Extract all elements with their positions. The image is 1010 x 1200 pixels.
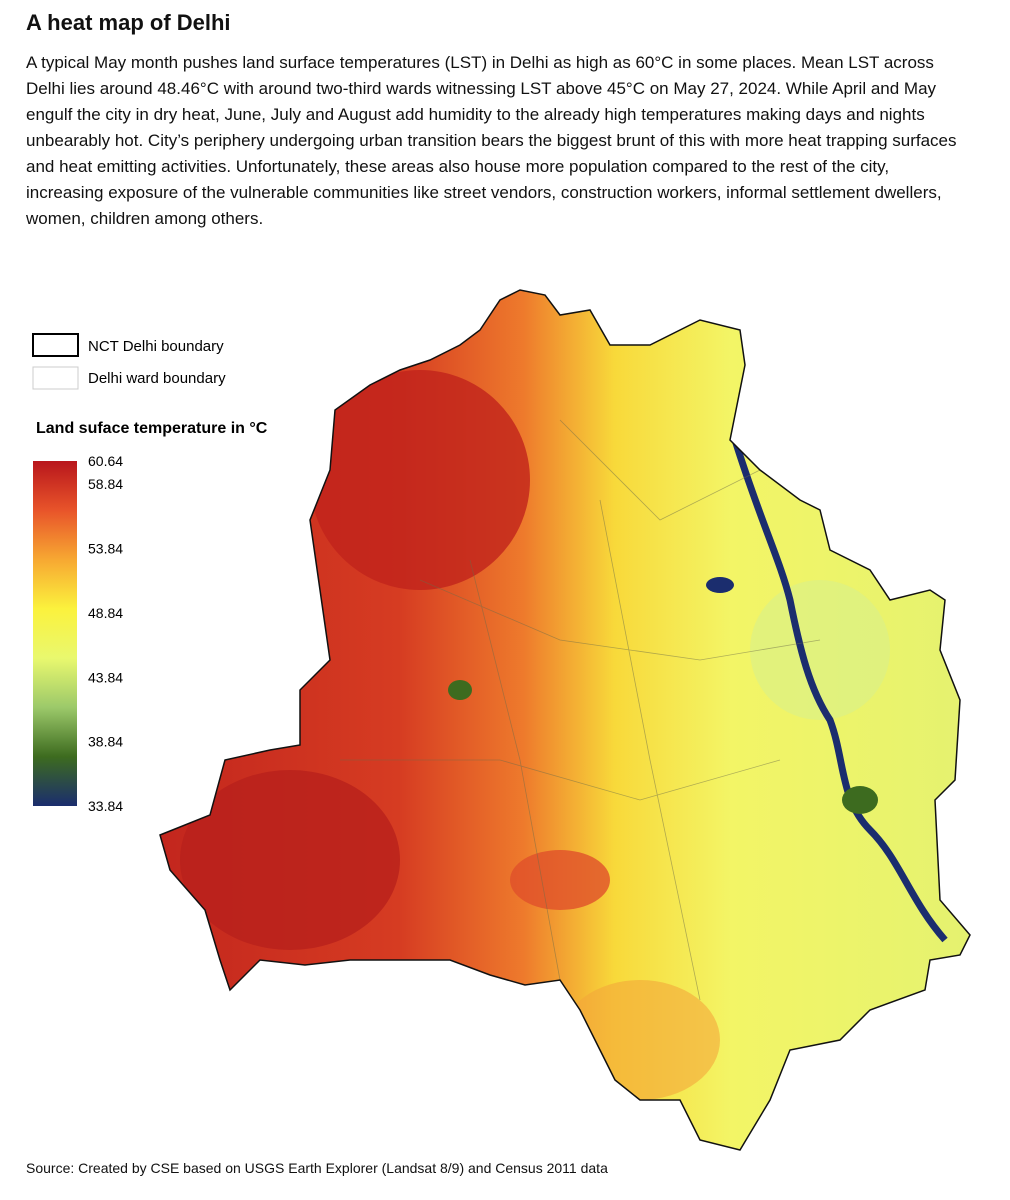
legend-label: NCT Delhi boundary xyxy=(88,338,224,355)
colorbar-tick-label: 33.84 xyxy=(88,798,123,814)
colorbar-tick-label: 60.64 xyxy=(88,453,123,469)
legend-swatch xyxy=(32,333,79,357)
description: A typical May month pushes land surface … xyxy=(26,53,957,228)
colorbar-tick-label: 43.84 xyxy=(88,669,123,685)
colorbar-title: Land suface temperature in °C xyxy=(36,420,268,437)
colorbar-tick-label: 58.84 xyxy=(88,476,123,492)
source: Source: Created by CSE based on USGS Ear… xyxy=(26,1160,608,1176)
colorbar-tick-label: 48.84 xyxy=(88,605,123,621)
colorbar xyxy=(33,461,77,806)
colorbar-tick-label: 53.84 xyxy=(88,541,123,557)
nct-boundary xyxy=(159,289,971,1151)
legend-swatch xyxy=(32,366,79,390)
title: A heat map of Delhi xyxy=(26,10,231,35)
legend-label: Delhi ward boundary xyxy=(88,370,226,387)
heat-surface xyxy=(160,290,970,1150)
colorbar-tick-label: 38.84 xyxy=(88,734,123,750)
